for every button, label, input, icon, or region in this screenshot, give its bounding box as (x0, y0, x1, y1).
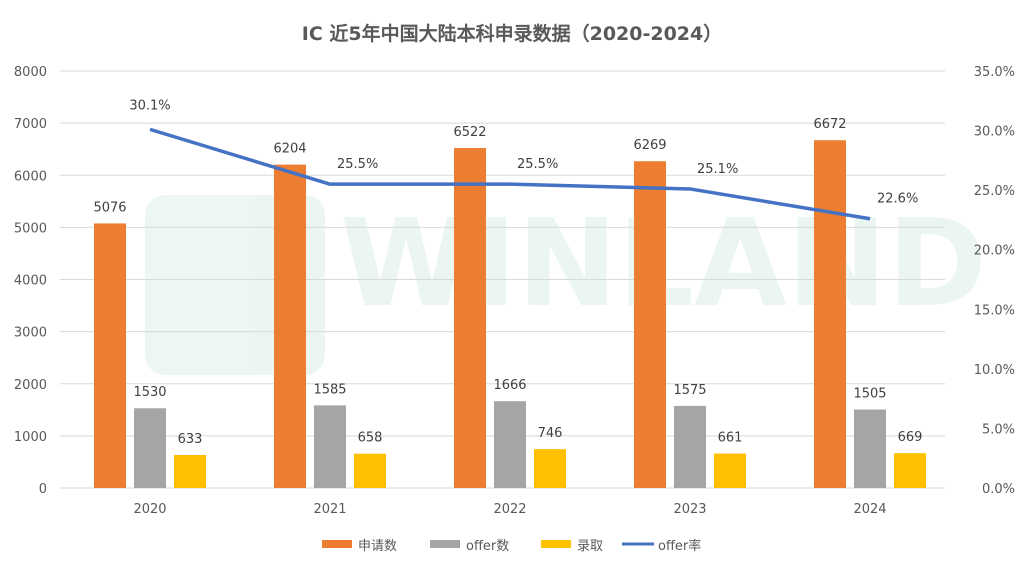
y-tick-label: 1000 (14, 430, 47, 445)
y2-tick-label: 35.0% (974, 65, 1015, 80)
y2-tick-label: 10.0% (974, 363, 1015, 378)
y-tick-label: 7000 (14, 117, 47, 132)
offer-rate-line (149, 127, 871, 221)
legend-label: 申请数 (358, 539, 397, 554)
data-label: 1505 (853, 387, 886, 402)
bar (274, 164, 306, 488)
chart-title: IC 近5年中国大陆本科申录数据（2020-2024） (302, 22, 723, 45)
bar (854, 409, 886, 488)
line-data-label: 25.5% (337, 157, 378, 172)
bar (314, 405, 346, 488)
data-label: 669 (898, 430, 923, 445)
bar (814, 140, 846, 489)
legend-label: offer率 (658, 538, 701, 554)
line-data-label: 30.1% (129, 98, 170, 113)
bar (174, 455, 206, 488)
bar (894, 453, 926, 488)
data-label: 746 (538, 426, 563, 441)
y2-tick-label: 30.0% (974, 125, 1015, 140)
line-data-label: 25.5% (517, 157, 558, 172)
data-label: 6522 (453, 125, 486, 140)
data-label: 6672 (813, 117, 846, 132)
bar (454, 148, 486, 488)
x-tick-label: 2021 (313, 502, 346, 517)
data-label: 658 (358, 431, 383, 446)
data-label: 1530 (133, 385, 166, 400)
bar (494, 401, 526, 488)
legend-label: offer数 (466, 539, 509, 554)
y-tick-label: 4000 (14, 274, 47, 289)
data-label: 661 (718, 431, 743, 446)
data-label: 6269 (633, 138, 666, 153)
y2-tick-label: 15.0% (974, 303, 1015, 318)
line-data-label: 25.1% (697, 162, 738, 177)
legend-swatch (322, 540, 352, 548)
y-tick-label: 6000 (14, 169, 47, 184)
x-tick-label: 2023 (673, 502, 706, 517)
y-tick-label: 3000 (14, 326, 47, 341)
watermark-logo: WINLAND (145, 195, 987, 375)
bar (354, 453, 386, 488)
data-label: 1585 (313, 382, 346, 397)
legend-swatch (430, 540, 460, 548)
legend-label: 录取 (577, 539, 603, 554)
x-tick-label: 2024 (853, 502, 886, 517)
data-label: 633 (178, 432, 203, 447)
bar (714, 453, 746, 488)
y2-tick-label: 20.0% (974, 244, 1015, 259)
y-tick-label: 8000 (14, 65, 47, 80)
data-label: 6204 (273, 142, 306, 157)
x-tick-label: 2020 (133, 502, 166, 517)
bar (534, 449, 566, 488)
bar (94, 223, 126, 488)
bar (134, 408, 166, 488)
bar (674, 405, 706, 488)
y-tick-label: 5000 (14, 221, 47, 236)
line-data-label: 22.6% (877, 192, 918, 207)
data-label: 1666 (493, 378, 526, 393)
x-tick-label: 2022 (493, 502, 526, 517)
y2-tick-label: 5.0% (982, 422, 1015, 437)
y2-tick-label: 25.0% (974, 184, 1015, 199)
y-tick-label: 2000 (14, 378, 47, 393)
bar (634, 161, 666, 488)
data-label: 1575 (673, 383, 706, 398)
y2-tick-label: 0.0% (982, 482, 1015, 497)
legend-swatch (541, 540, 571, 548)
data-label: 5076 (93, 200, 126, 215)
y-tick-label: 0 (39, 482, 47, 497)
